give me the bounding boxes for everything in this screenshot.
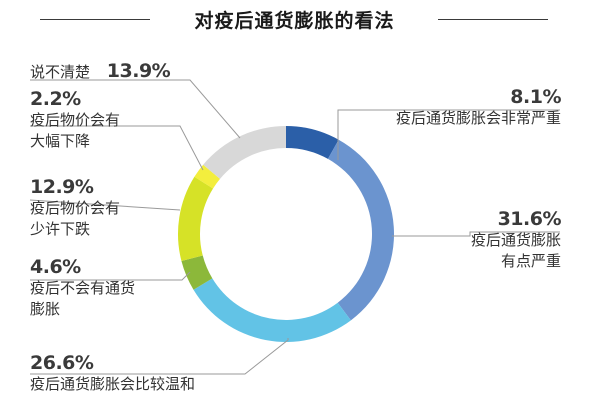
label-big-drop-pct: 2.2% — [30, 88, 81, 110]
label-small-drop-line1: 疫后物价会有 — [30, 199, 121, 217]
label-no-inflation-line1: 疫后不会有通货 — [30, 279, 136, 297]
label-no-inflation: 4.6% 疫后不会有通货 膨胀 — [30, 256, 135, 320]
label-somewhat-severe-pct: 31.6% — [497, 208, 562, 230]
leader-big-drop — [30, 125, 204, 171]
title-rule-left — [40, 19, 150, 20]
leader-very-severe — [337, 109, 560, 160]
slice-small-drop — [178, 176, 214, 262]
label-very-severe-pct: 8.1% — [510, 86, 561, 108]
leader-small-drop — [29, 199, 181, 211]
leader-somewhat-severe — [392, 231, 560, 237]
label-big-drop: 2.2% 疫后物价会有 大幅下降 — [30, 88, 120, 152]
label-unclear: 说不清楚 13.9% — [30, 60, 171, 83]
chart-title: 对疫后通货膨胀的看法 — [194, 10, 395, 32]
label-small-drop-line2: 少许下跌 — [30, 220, 91, 238]
slice-no-inflation — [181, 255, 213, 290]
label-very-severe-line1: 疫后通货膨胀会非常严重 — [395, 109, 561, 127]
title-rule-right — [438, 19, 548, 20]
slice-big-drop — [194, 164, 221, 189]
label-big-drop-line1: 疫后物价会有 — [30, 111, 121, 129]
label-very-severe: 8.1% 疫后通货膨胀会非常严重 — [395, 86, 562, 129]
label-no-inflation-line2: 膨胀 — [30, 300, 61, 318]
leader-mild — [30, 338, 289, 375]
label-unclear-desc: 说不清楚 — [30, 63, 91, 81]
leader-unclear — [30, 79, 241, 139]
slice-very-severe — [286, 126, 339, 159]
label-unclear-pct: 13.9% — [106, 60, 171, 82]
label-small-drop: 12.9% 疫后物价会有 少许下跌 — [30, 176, 120, 240]
label-somewhat-severe: 31.6% 疫后通货膨胀 有点严重 — [470, 208, 562, 272]
leader-no-inflation — [30, 271, 191, 281]
label-no-inflation-pct: 4.6% — [30, 256, 81, 278]
slice-mild — [193, 278, 351, 343]
label-mild-pct: 26.6% — [30, 352, 94, 374]
label-mild: 26.6% 疫后通货膨胀会比较温和 — [30, 352, 195, 395]
label-somewhat-severe-line2: 有点严重 — [500, 252, 561, 270]
label-somewhat-severe-line1: 疫后通货膨胀 — [470, 231, 561, 249]
label-big-drop-line2: 大幅下降 — [30, 132, 91, 150]
label-mild-line1: 疫后通货膨胀会比较温和 — [30, 375, 196, 393]
slice-unclear — [203, 126, 286, 179]
label-small-drop-pct: 12.9% — [30, 176, 94, 198]
slice-somewhat-severe — [327, 139, 394, 321]
